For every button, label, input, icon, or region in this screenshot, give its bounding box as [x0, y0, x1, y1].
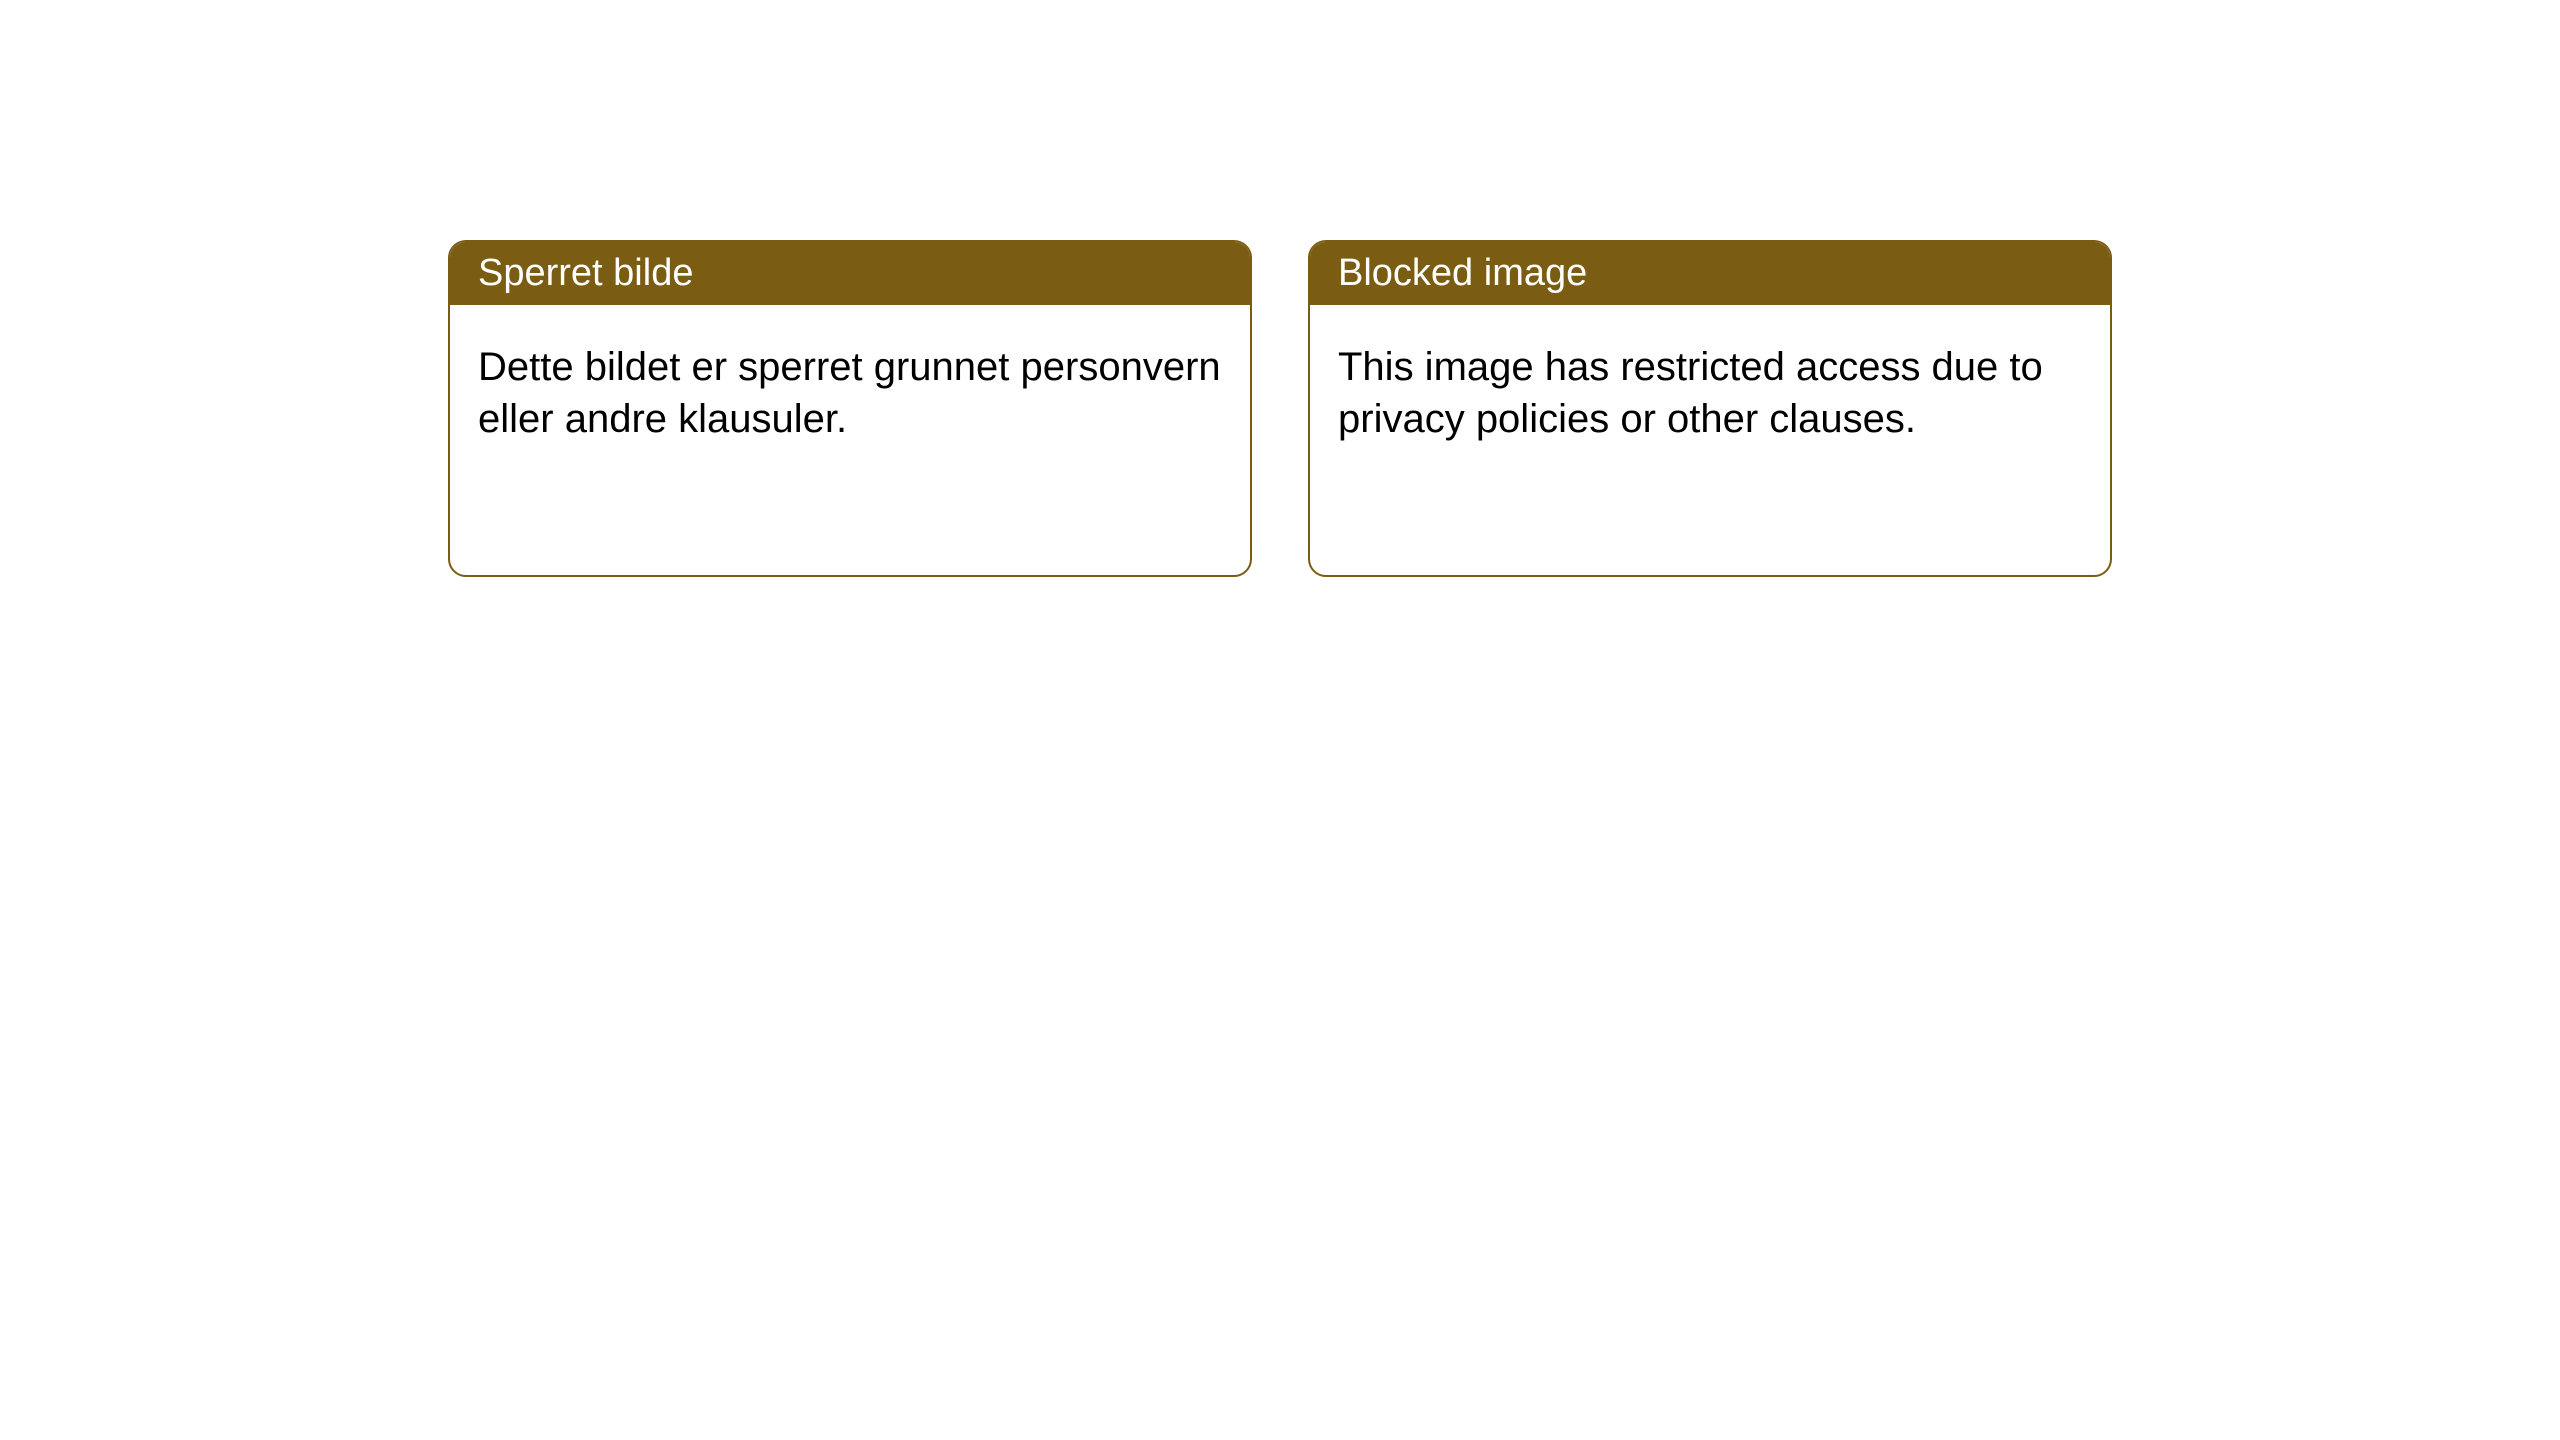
- notice-card-norwegian: Sperret bilde Dette bildet er sperret gr…: [448, 240, 1252, 577]
- notice-card-english: Blocked image This image has restricted …: [1308, 240, 2112, 577]
- notice-body: Dette bildet er sperret grunnet personve…: [450, 305, 1250, 575]
- notice-title: Sperret bilde: [450, 242, 1250, 305]
- notice-container: Sperret bilde Dette bildet er sperret gr…: [0, 0, 2560, 577]
- notice-body: This image has restricted access due to …: [1310, 305, 2110, 575]
- notice-title: Blocked image: [1310, 242, 2110, 305]
